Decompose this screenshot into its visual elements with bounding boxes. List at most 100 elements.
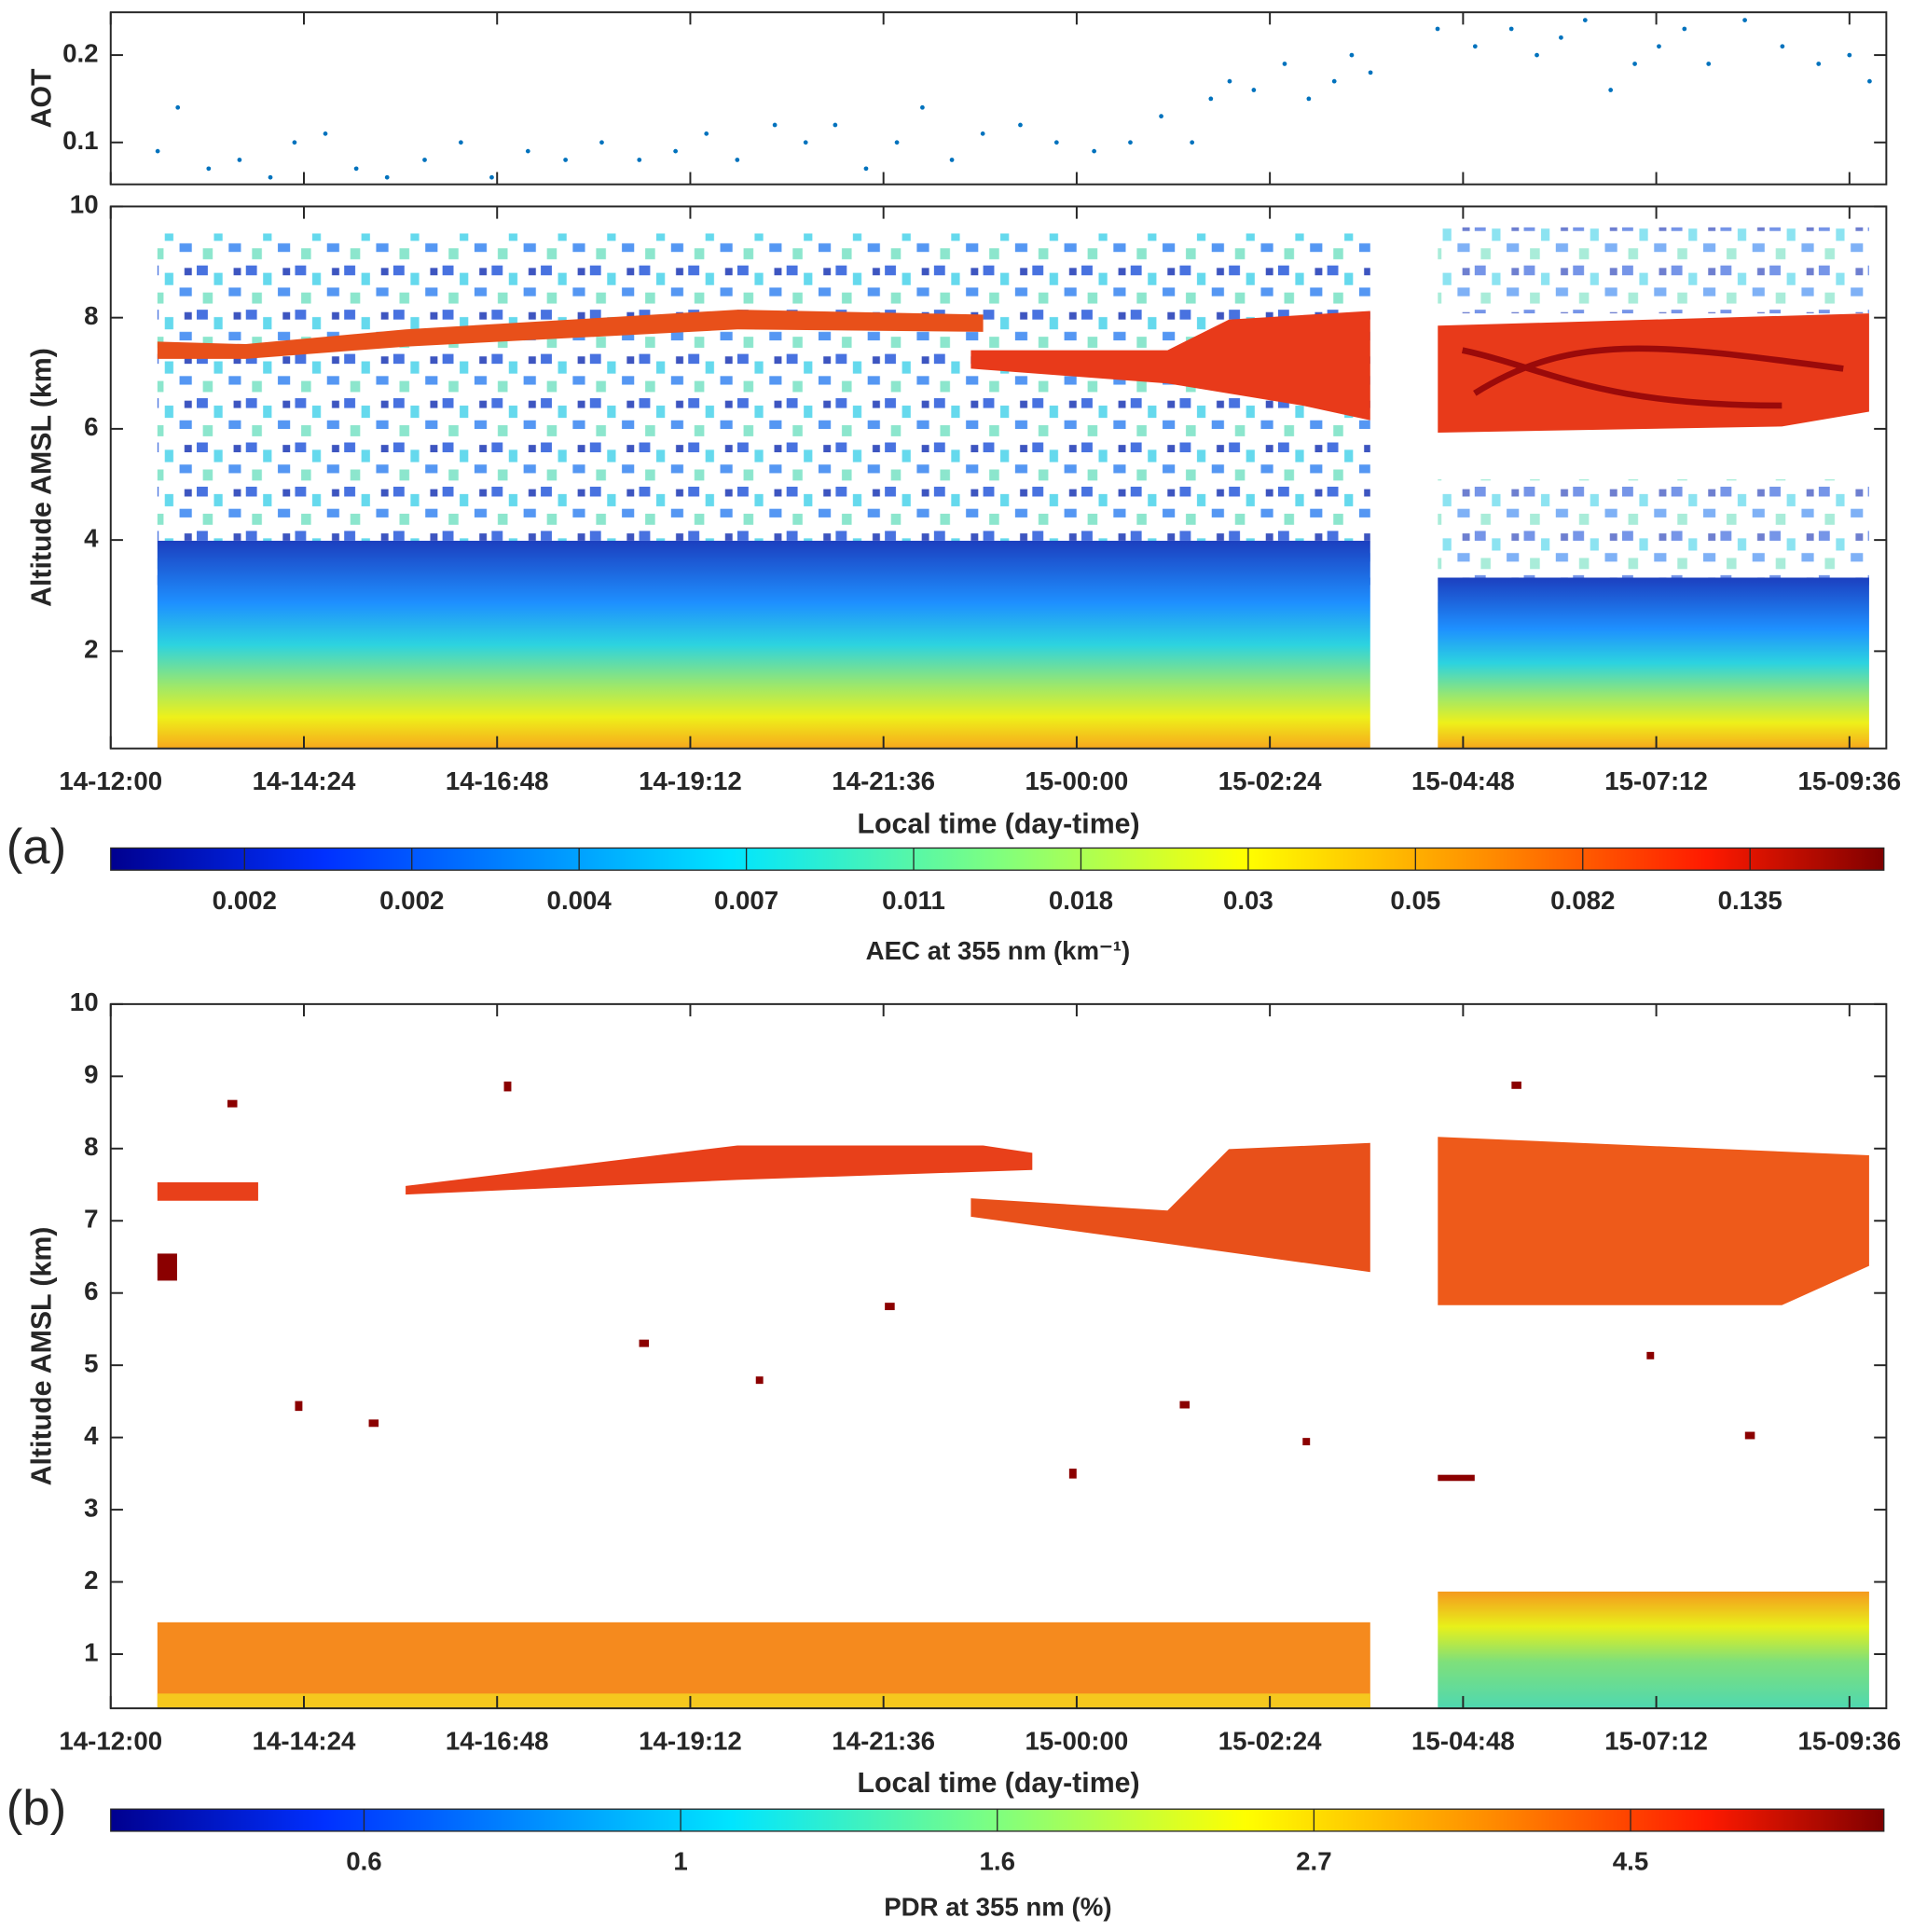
point [1608, 88, 1614, 92]
colorbar-tick-label: 0.002 [213, 886, 277, 915]
colorbar-tick-label: 0.6 [346, 1847, 381, 1876]
point [735, 158, 740, 162]
point [1706, 62, 1712, 66]
point [1208, 96, 1214, 102]
x-tick-label: 14-12:00 [59, 766, 162, 795]
panel-label: (b) [7, 1781, 66, 1836]
point [1867, 78, 1872, 84]
point [1780, 44, 1785, 49]
colorbar-tick-label: 0.018 [1049, 886, 1113, 915]
y-axis-label: Altitude AMSL (km) [26, 348, 57, 607]
x-tick-label: 15-02:24 [1218, 1726, 1322, 1755]
y-tick-label: 8 [84, 1132, 98, 1161]
x-tick-label: 15-04:48 [1411, 1726, 1515, 1755]
point [673, 148, 678, 154]
point [1632, 62, 1637, 66]
point [1535, 52, 1539, 58]
y-tick-label: 0.2 [62, 38, 98, 67]
point [384, 174, 390, 180]
pdr-field [157, 1081, 1869, 1709]
x-axis-label: Local time (day-time) [858, 1768, 1140, 1799]
y-tick-label: 6 [84, 412, 98, 441]
point [1092, 148, 1096, 154]
x-tick-label: 15-04:48 [1411, 766, 1515, 795]
x-tick-label: 15-09:36 [1797, 1726, 1901, 1755]
point [1368, 70, 1373, 76]
point [525, 148, 530, 154]
y-axis-label: Altitude AMSL (km) [26, 1227, 57, 1486]
point [1128, 140, 1133, 145]
point [563, 158, 568, 162]
colorbar-tick-label: 2.7 [1296, 1847, 1331, 1876]
x-tick-label: 14-12:00 [59, 1726, 162, 1755]
colorbar-tick-label: 0.011 [882, 886, 945, 915]
y-tick-label: 0.1 [62, 126, 98, 155]
y-tick-label: 10 [70, 190, 99, 219]
point [803, 140, 808, 145]
point [1018, 122, 1023, 128]
point [237, 158, 242, 162]
point [1227, 78, 1232, 84]
point [1159, 114, 1163, 119]
point [353, 166, 359, 172]
x-tick-label: 15-07:12 [1604, 766, 1708, 795]
colorbar-label: PDR at 355 nm (%) [884, 1892, 1111, 1921]
point [458, 140, 463, 145]
y-tick-label: 9 [84, 1060, 98, 1089]
y-tick-label: 10 [70, 987, 99, 1016]
panel-label: (a) [7, 820, 66, 875]
y-tick-label: 5 [84, 1348, 98, 1377]
colorbar-tick-label: 0.004 [547, 886, 613, 915]
point [599, 140, 604, 145]
x-tick-label: 14-14:24 [253, 1726, 356, 1755]
y-tick-label: 1 [84, 1637, 98, 1666]
x-tick-label: 14-19:12 [639, 1726, 742, 1755]
point [1742, 18, 1747, 22]
point [1251, 88, 1257, 92]
point [206, 166, 212, 172]
colorbar-tick-label: 4.5 [1613, 1847, 1648, 1876]
point [175, 104, 181, 110]
point [1847, 52, 1852, 58]
colorbar-tick-label: 0.135 [1718, 886, 1782, 915]
y-tick-label: 4 [84, 1421, 99, 1450]
point [949, 158, 955, 162]
colorbar-tick-label: 0.03 [1223, 886, 1273, 915]
point [323, 131, 328, 136]
y-tick-label: 8 [84, 301, 98, 330]
colorbar-label: AEC at 355 nm (km⁻¹) [866, 936, 1131, 965]
point [894, 140, 900, 145]
x-tick-label: 15-02:24 [1218, 766, 1322, 795]
x-tick-label: 15-09:36 [1797, 766, 1901, 795]
point [1508, 26, 1514, 32]
point [980, 131, 985, 136]
y-tick-label: 4 [84, 523, 99, 552]
point [489, 174, 494, 180]
point [1472, 44, 1478, 49]
x-axis-label: Local time (day-time) [858, 809, 1140, 840]
x-tick-label: 15-00:00 [1025, 1726, 1129, 1755]
point [772, 122, 778, 128]
y-axis-label: AOT [26, 68, 57, 128]
colorbar-tick-label: 0.007 [714, 886, 778, 915]
point [1435, 26, 1440, 32]
x-tick-label: 15-07:12 [1604, 1726, 1708, 1755]
aec-field [157, 227, 1869, 749]
x-tick-label: 14-21:36 [832, 766, 935, 795]
point [1331, 78, 1337, 84]
point [637, 158, 642, 162]
frames [109, 11, 1888, 1710]
colorbar-tick-label: 0.05 [1390, 886, 1440, 915]
x-tick-label: 14-16:48 [446, 1726, 549, 1755]
point [155, 148, 160, 154]
point [863, 166, 869, 172]
point [1053, 140, 1059, 145]
colorbar-tick-label: 1.6 [980, 1847, 1015, 1876]
point [920, 104, 925, 110]
colorbar-tick-label: 0.002 [379, 886, 444, 915]
point [1306, 96, 1312, 102]
point [1582, 18, 1588, 22]
y-tick-label: 6 [84, 1276, 98, 1305]
